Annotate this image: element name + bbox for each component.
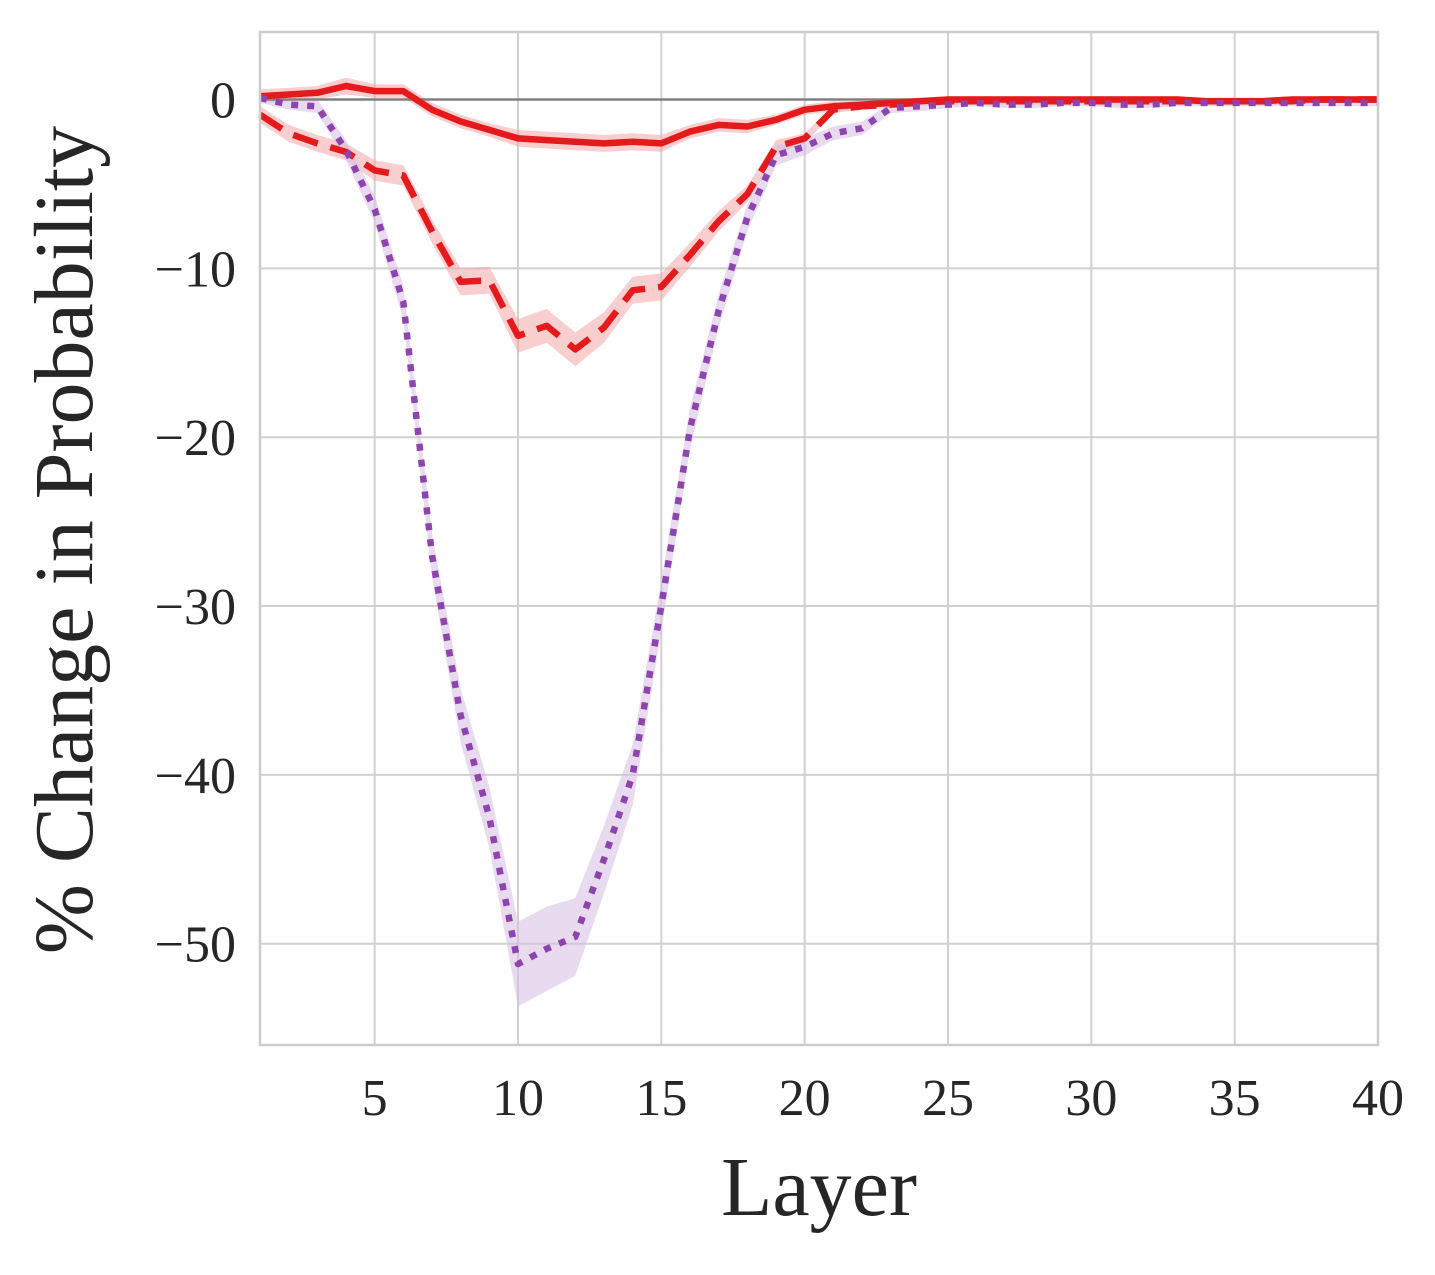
plot-background [260,32,1378,1045]
y-tick-labels: 0 −10 −20 −30 −40 −50 [155,73,236,974]
x-tick-label: 20 [779,1070,831,1127]
y-tick-label: −20 [155,410,236,467]
plot-frame [258,30,1380,1047]
y-tick-label: −50 [155,917,236,974]
series-dotted-line [259,94,1378,968]
y-tick-label: −40 [155,748,236,805]
x-tick-label: 35 [1209,1070,1261,1127]
x-tick-label: 40 [1352,1070,1404,1127]
y-axis-label: % Change in Probability [18,126,111,954]
y-tick-label: −10 [155,241,236,298]
x-tick-label: 10 [492,1070,544,1127]
confidence-bands [260,77,1378,1007]
x-tick-label: 5 [362,1070,388,1127]
x-tick-labels: 5 10 15 20 25 30 35 40 [362,1070,1404,1127]
series-solid-line [259,82,1378,147]
y-tick-label: 0 [210,73,236,130]
x-tick-label: 30 [1065,1070,1117,1127]
series-lines [258,82,1378,968]
y-tick-label: −30 [155,579,236,636]
x-tick-label: 15 [635,1070,687,1127]
x-tick-label: 25 [922,1070,974,1127]
series-dashed-line [258,96,1378,353]
series-solid-band [260,77,1378,152]
x-axis-label: Layer [721,1141,917,1234]
